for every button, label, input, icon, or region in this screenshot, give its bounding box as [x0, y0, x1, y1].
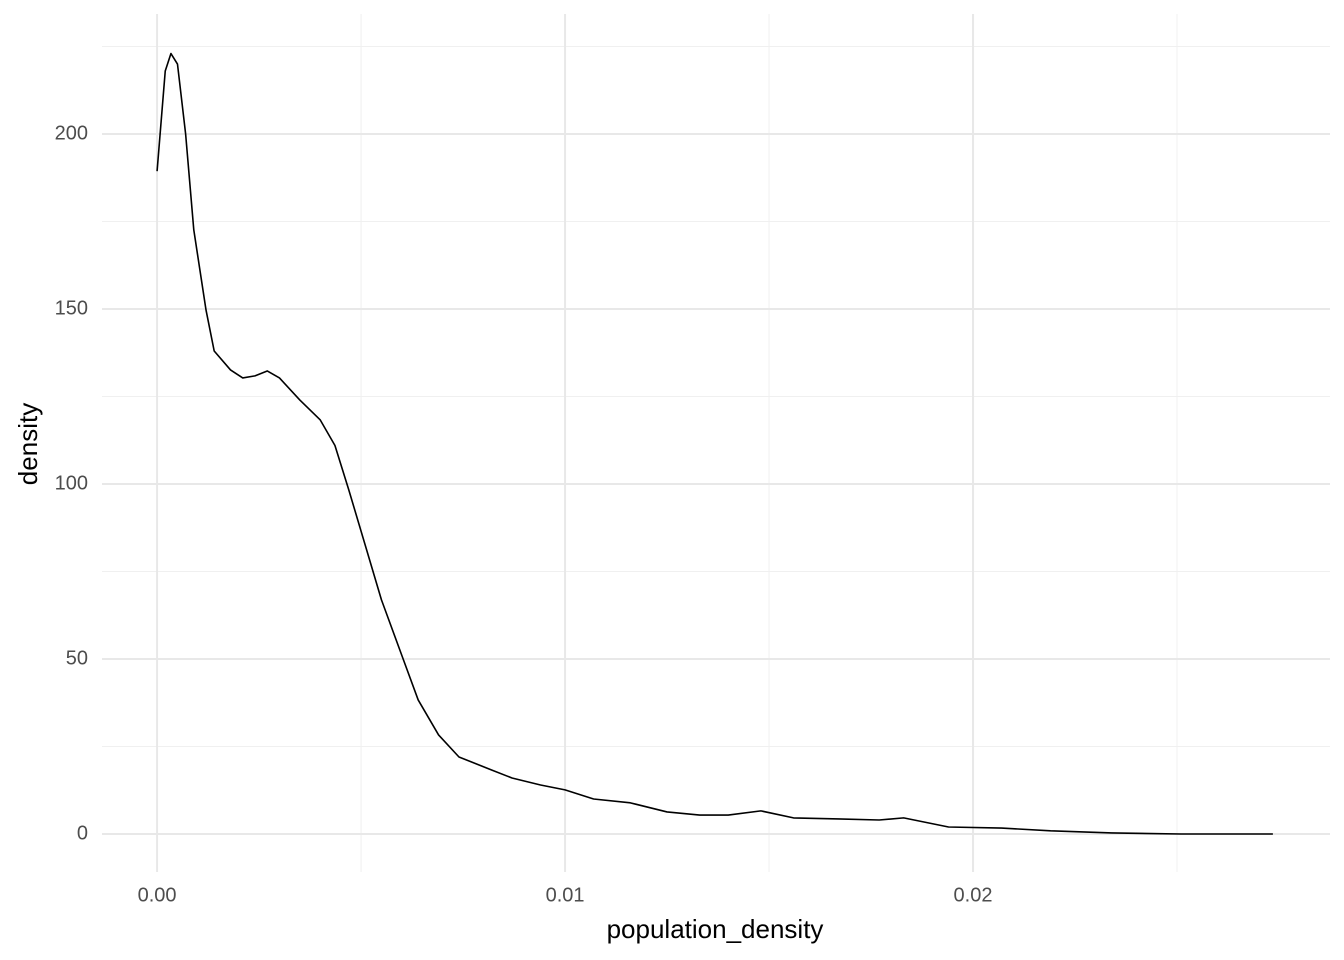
x-tick-label: 0.00: [138, 884, 177, 906]
y-tick-label: 100: [55, 472, 88, 494]
density-line: [156, 52, 1273, 835]
y-tick-label: 50: [66, 647, 88, 669]
y-tick-label: 150: [55, 297, 88, 319]
x-tick-label: 0.02: [954, 884, 993, 906]
y-tick-label: 200: [55, 122, 88, 144]
x-tick-label: 0.01: [546, 884, 585, 906]
y-tick-label: 0: [77, 822, 88, 844]
y-axis-title: density: [13, 403, 43, 485]
x-axis-title: population_density: [607, 914, 824, 944]
